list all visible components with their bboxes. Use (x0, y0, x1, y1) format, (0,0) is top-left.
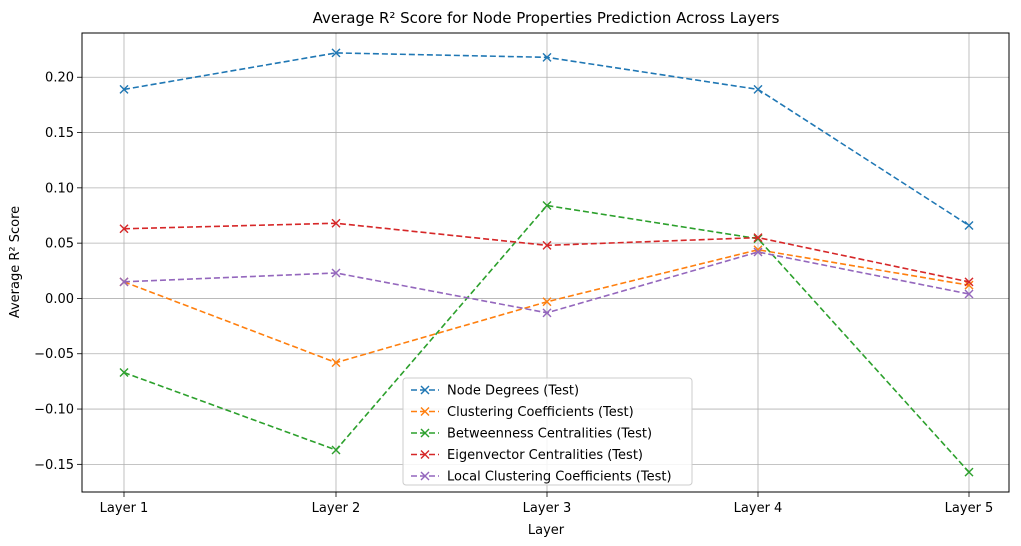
data-point (331, 445, 341, 455)
data-point (964, 467, 974, 477)
series-0 (119, 48, 974, 230)
legend-marker (420, 385, 430, 395)
series-line (123, 222, 970, 283)
data-point (964, 277, 974, 287)
y-tick-label: 0.20 (45, 71, 74, 86)
x-tick-label: Layer 5 (945, 501, 994, 516)
data-point (542, 240, 552, 250)
x-tick-label: Layer 2 (312, 501, 361, 516)
series-2 (119, 201, 974, 477)
y-tick-label: −0.10 (34, 403, 74, 418)
series-line (123, 52, 970, 227)
series-3 (119, 218, 974, 287)
data-point (119, 277, 129, 287)
y-tick-label: −0.15 (34, 458, 74, 473)
data-point (331, 48, 341, 58)
data-point (331, 268, 341, 278)
legend-label: Eigenvector Centralities (Test) (447, 448, 643, 463)
y-tick-label: 0.05 (45, 237, 74, 252)
data-point (753, 84, 763, 94)
x-axis-label: Layer (528, 523, 565, 538)
x-tick-label: Layer 3 (523, 501, 572, 516)
series-1 (119, 245, 974, 368)
legend-item: Betweenness Centralities (Test) (411, 427, 652, 442)
y-tick-label: 0.15 (45, 126, 74, 141)
data-point (964, 220, 974, 230)
data-point (753, 233, 763, 243)
data-point (964, 280, 974, 290)
data-point (753, 247, 763, 257)
y-tick-label: −0.05 (34, 347, 74, 362)
legend-box (402, 377, 693, 486)
data-point (119, 84, 129, 94)
series-line (123, 251, 970, 314)
chart-title: Average R² Score for Node Properties Pre… (313, 9, 780, 27)
legend-marker (420, 471, 430, 481)
plot-frame (81, 32, 1010, 493)
x-tick-label: Layer 4 (734, 501, 783, 516)
data-point (331, 358, 341, 368)
series-4 (119, 247, 974, 318)
data-point (119, 368, 129, 378)
y-axis: −0.15 −0.10 −0.05 0.00 0.05 0.10 0.15 0.20 (34, 71, 82, 473)
series-line (123, 204, 970, 473)
legend-label: Local Clustering Coefficients (Test) (447, 470, 672, 485)
data-point (542, 308, 552, 318)
data-point (331, 218, 341, 228)
legend-marker (420, 428, 430, 438)
legend-label: Clustering Coefficients (Test) (447, 405, 634, 420)
legend-item: Node Degrees (Test) (411, 384, 579, 399)
data-point (964, 289, 974, 299)
y-tick-label: 0.00 (45, 292, 74, 307)
x-axis: Layer 1 Layer 2 Layer 3 Layer 4 Layer 5 (100, 492, 994, 516)
data-point (119, 224, 129, 234)
y-axis-label: Average R² Score (8, 206, 23, 318)
series-line (123, 248, 970, 364)
legend-item: Local Clustering Coefficients (Test) (411, 470, 672, 485)
legend-item: Clustering Coefficients (Test) (411, 405, 634, 420)
legend-marker (420, 450, 430, 459)
data-point (542, 52, 552, 62)
series-layer (119, 48, 974, 477)
data-point (542, 201, 552, 211)
legend-label: Node Degrees (Test) (447, 384, 579, 399)
legend-marker (420, 407, 430, 416)
data-point (753, 234, 763, 244)
legend: Node Degrees (Test) Clustering Coefficien… (402, 377, 693, 486)
y-tick-label: 0.10 (45, 181, 74, 196)
data-point (542, 297, 552, 307)
legend-label: Betweenness Centralities (Test) (447, 427, 652, 442)
x-tick-label: Layer 1 (100, 501, 149, 516)
legend-item: Eigenvector Centralities (Test) (411, 448, 643, 463)
